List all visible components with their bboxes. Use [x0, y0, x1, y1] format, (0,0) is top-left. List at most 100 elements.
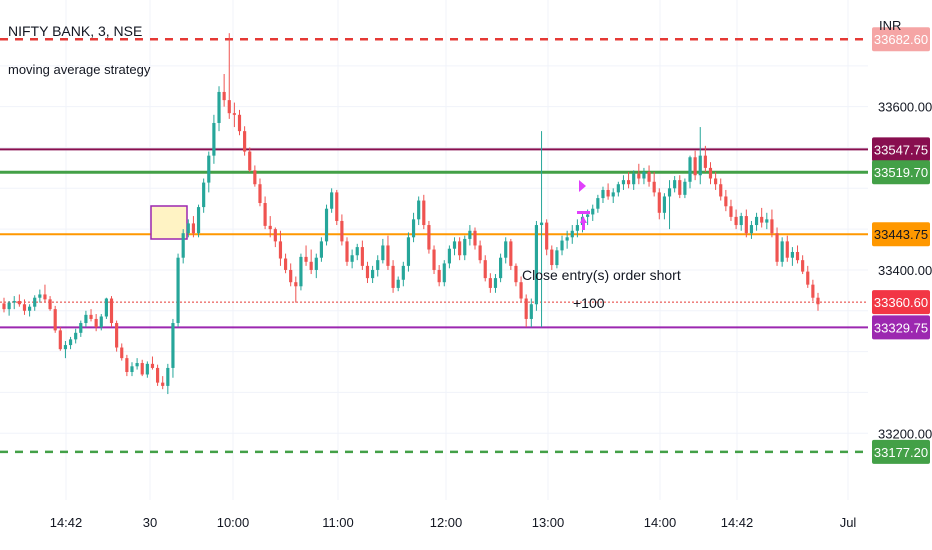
candle-body: [632, 173, 636, 185]
candle-body: [760, 216, 764, 223]
candle-body: [84, 314, 88, 324]
x-tick-label: 12:00: [430, 515, 463, 530]
candle-body: [539, 222, 544, 226]
candle-body: [53, 309, 57, 331]
candle-body: [166, 367, 170, 386]
candle-body: [724, 196, 728, 207]
candle-body: [795, 251, 800, 261]
candle-body: [396, 279, 400, 288]
candle-body: [381, 245, 385, 261]
candle-body: [268, 225, 272, 230]
candle-body: [545, 222, 549, 250]
price-label-text: 33360.60: [874, 295, 928, 310]
x-tick-label: 14:42: [721, 515, 754, 530]
candle-body: [806, 271, 810, 285]
candle-body: [555, 250, 559, 266]
level-lines: [0, 37, 868, 454]
candle-body: [678, 180, 682, 195]
candle-body: [493, 278, 498, 288]
candle-body: [43, 294, 47, 300]
candle-body: [130, 366, 134, 373]
x-tick-label: 11:00: [322, 515, 354, 530]
candle-body: [222, 91, 226, 101]
candle-body: [89, 314, 93, 319]
candle-body: [529, 304, 533, 319]
candle-body: [754, 216, 759, 226]
candle-body: [642, 171, 646, 179]
candle-body: [401, 265, 405, 280]
price-label-box: [872, 222, 930, 247]
price-label-text: 33177.20: [874, 445, 928, 460]
candle-body: [2, 303, 6, 310]
symbol-title[interactable]: NIFTY BANK, 3, NSE: [8, 23, 143, 39]
price-axis[interactable]: 33600.00 33400.00 33200.00: [878, 100, 932, 442]
candle-body: [22, 304, 27, 311]
candle-body: [350, 255, 354, 262]
candle-body: [191, 223, 196, 234]
x-tick-label: 14:42: [50, 515, 83, 530]
candle-body: [703, 155, 707, 168]
strategy-label[interactable]: moving average strategy: [8, 62, 151, 77]
candle-body: [68, 339, 73, 346]
candle-body: [417, 200, 421, 220]
candle-body: [652, 181, 656, 193]
chart-header: NIFTY BANK, 3, NSE: [8, 22, 142, 40]
candle-body: [207, 155, 211, 183]
candle-body: [237, 114, 242, 132]
price-label-text: 33547.75: [874, 142, 928, 157]
exit-arrow-icon: [580, 216, 587, 230]
candle-body: [345, 241, 349, 262]
time-axis[interactable]: 14:42 30 10:00 11:00 12:00 13:00 14:00 14:42 Jul: [50, 515, 857, 530]
candle-body: [386, 245, 390, 266]
candle-body: [150, 363, 155, 368]
price-label-text: 33443.75: [874, 227, 928, 242]
candle-body: [299, 256, 303, 287]
candle-body: [514, 265, 518, 283]
candle-body: [770, 219, 774, 234]
candle-body: [647, 171, 651, 182]
candle-body: [330, 192, 334, 209]
candle-body: [355, 247, 359, 256]
candle-body: [447, 248, 451, 264]
candle-body: [365, 265, 370, 279]
price-label-box: [872, 290, 930, 315]
candle-body: [283, 258, 288, 270]
candle-body: [294, 282, 298, 287]
y-tick-label: 33400.00: [878, 263, 932, 278]
candle-body: [765, 219, 769, 223]
candle-body: [662, 196, 667, 213]
candle-body: [790, 251, 794, 258]
currency-label[interactable]: INR: [879, 18, 902, 33]
candles: [2, 33, 820, 395]
candle-body: [534, 225, 539, 305]
candle-body: [693, 157, 697, 176]
candle-body: [785, 241, 789, 258]
candle-body: [427, 225, 431, 250]
candle-body: [488, 278, 492, 288]
candle-body: [48, 299, 52, 310]
candle-body: [109, 298, 114, 324]
price-label-box: [872, 137, 930, 162]
close-entry-annotation: Close entry(s) order short: [522, 267, 681, 283]
candle-body: [729, 206, 733, 217]
candle-body: [58, 330, 62, 350]
candle-body: [248, 151, 252, 171]
candle-body: [673, 180, 677, 189]
candle-body: [422, 200, 426, 226]
price-label-box: [872, 160, 930, 185]
candle-body: [698, 155, 702, 176]
candle-body: [125, 358, 129, 373]
candle-body: [278, 241, 283, 259]
price-label-box: [872, 315, 930, 340]
candle-body: [263, 203, 267, 226]
candle-body: [74, 332, 78, 340]
candle-body: [406, 237, 411, 266]
candle-body: [437, 269, 441, 283]
candle-body: [775, 233, 779, 262]
entry-highlight-box: [150, 205, 188, 240]
candle-body: [458, 241, 462, 256]
candle-body: [196, 207, 201, 234]
candle-body: [63, 345, 68, 350]
candle-body: [714, 178, 718, 185]
